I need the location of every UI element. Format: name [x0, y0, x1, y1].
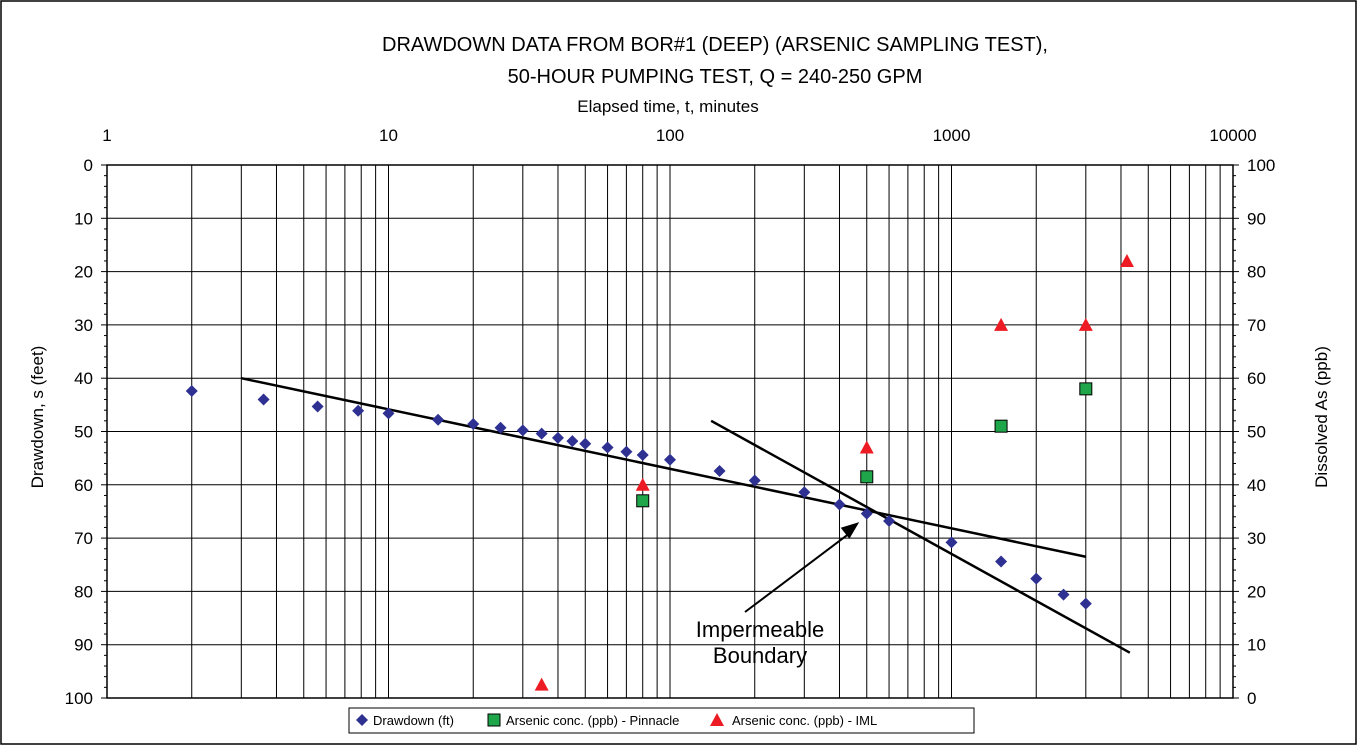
annotation-line-1: Impermeable — [696, 617, 824, 642]
y-tick-label: 70 — [74, 529, 93, 548]
trend-lines — [241, 376, 1131, 654]
drawdown-point — [995, 555, 1008, 568]
drawdown-point — [798, 486, 811, 499]
y-tick-label: 0 — [84, 156, 93, 175]
y-axis-title: Drawdown, s (feet) — [28, 346, 47, 489]
y-tick-label: 30 — [74, 316, 93, 335]
pinnacle-point — [860, 470, 874, 484]
annotation-arrow-line — [744, 531, 852, 613]
drawdown-point — [467, 418, 480, 431]
chart-title: DRAWDOWN DATA FROM BOR#1 (DEEP) (ARSENIC… — [382, 34, 1048, 56]
legend-square-icon — [487, 713, 501, 727]
legend: Drawdown (ft) Arsenic conc. (ppb) - Pinn… — [348, 707, 975, 734]
y2-axis-title: Dissolved As (ppb) — [1312, 346, 1331, 488]
trend-line — [241, 376, 1087, 558]
y2-tick-label: 10 — [1247, 636, 1266, 655]
x-tick-label: 1 — [102, 126, 111, 145]
legend-label-iml: Arsenic conc. (ppb) - IML — [732, 713, 877, 728]
drawdown-point — [636, 448, 649, 461]
iml-point — [1119, 253, 1134, 267]
drawdown-point — [432, 413, 445, 426]
drawdown-point — [883, 515, 896, 528]
iml-point — [859, 440, 874, 454]
drawdown-point — [352, 404, 365, 417]
y-tick-label: 40 — [74, 369, 93, 388]
drawdown-point — [382, 407, 395, 420]
data-markers — [185, 253, 1134, 691]
y2-tick-label: 50 — [1247, 423, 1266, 442]
iml-point — [635, 477, 650, 491]
iml-point — [994, 317, 1009, 331]
x-axis-title: Elapsed time, t, minutes — [577, 97, 758, 116]
annotation: Impermeable Boundary — [696, 522, 860, 668]
drawdown-point — [1079, 597, 1092, 610]
y-tick-label: 20 — [74, 263, 93, 282]
drawdown-point — [257, 393, 270, 406]
drawdown-point — [535, 427, 548, 440]
y2-tick-label: 80 — [1247, 263, 1266, 282]
y-tick-label: 50 — [74, 423, 93, 442]
drawdown-point — [579, 437, 592, 450]
drawdown-point — [566, 435, 579, 448]
y2-tick-label: 40 — [1247, 476, 1266, 495]
y2-tick-label: 90 — [1247, 209, 1266, 228]
y-tick-label: 100 — [65, 689, 93, 708]
drawdown-point — [311, 400, 324, 413]
legend-box — [348, 707, 975, 734]
drawdown-point — [185, 384, 198, 397]
drawdown-point — [833, 498, 846, 511]
annotation-line-2: Boundary — [713, 643, 807, 668]
y2-tick-label: 60 — [1247, 369, 1266, 388]
pinnacle-point — [636, 494, 650, 508]
drawdown-point — [494, 421, 507, 434]
legend-label-drawdown: Drawdown (ft) — [373, 713, 454, 728]
pinnacle-point — [1079, 382, 1093, 396]
chart-subtitle: 50-HOUR PUMPING TEST, Q = 240-250 GPM — [508, 66, 923, 88]
x-tick-label: 100 — [656, 126, 684, 145]
drawdown-point — [551, 431, 564, 444]
x-tick-label: 10000 — [1209, 126, 1256, 145]
x-tick-label: 1000 — [933, 126, 971, 145]
drawdown-point — [1030, 572, 1043, 585]
legend-triangle-icon — [710, 713, 724, 726]
drawdown-point — [620, 445, 633, 458]
drawdown-point — [516, 424, 529, 437]
drawdown-point — [713, 464, 726, 477]
drawdown-point — [860, 507, 873, 520]
tick-labels: 1 10 100 1000 100000102030405060708090100100… — [65, 126, 1276, 708]
pinnacle-point — [994, 419, 1008, 433]
x-tick-label: 10 — [379, 126, 398, 145]
y-tick-label: 60 — [74, 476, 93, 495]
annotation-arrowhead — [840, 522, 860, 539]
y2-tick-label: 20 — [1247, 582, 1266, 601]
y2-tick-label: 100 — [1247, 156, 1275, 175]
drawdown-point — [664, 453, 676, 466]
legend-label-pinnacle: Arsenic conc. (ppb) - Pinnacle — [506, 713, 679, 728]
y2-tick-label: 30 — [1247, 529, 1266, 548]
y-tick-label: 90 — [74, 636, 93, 655]
drawdown-point — [601, 441, 614, 454]
grid — [101, 164, 1239, 699]
y2-tick-label: 0 — [1247, 689, 1256, 708]
drawdown-point — [748, 474, 761, 487]
iml-point — [1078, 317, 1093, 331]
trend-line — [710, 419, 1131, 654]
iml-point — [534, 677, 549, 691]
legend-diamond-icon — [356, 714, 368, 726]
drawdown-point — [945, 536, 958, 549]
y-tick-label: 10 — [74, 209, 93, 228]
drawdown-point — [1057, 588, 1070, 601]
y-tick-label: 80 — [74, 582, 93, 601]
y2-tick-label: 70 — [1247, 316, 1266, 335]
